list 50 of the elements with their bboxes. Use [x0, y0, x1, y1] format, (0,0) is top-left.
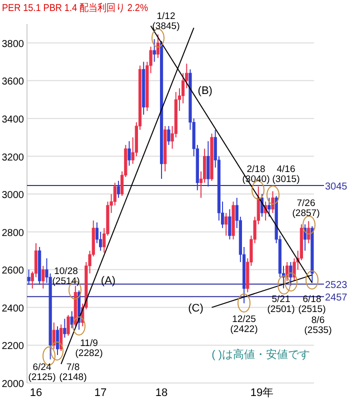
annotation: 4/16 (3015) — [272, 164, 300, 185]
candlestick — [156, 34, 160, 59]
series-label: (C) — [188, 302, 204, 314]
annotation: 7/8 (2148) — [59, 362, 87, 383]
y-tick-label: 2400 — [2, 303, 24, 314]
annotation: 1/12 (3845) — [152, 11, 180, 32]
candlestick — [42, 265, 45, 290]
candlestick — [70, 310, 74, 329]
candlestick — [289, 262, 292, 286]
chart-title: PER 15.1 PBR 1.4 配当利回り 2.2% — [2, 2, 164, 14]
annotation: 8/6 (2535) — [304, 315, 332, 336]
y-tick-label: 3400 — [2, 114, 24, 126]
y-tick-label: 3600 — [2, 76, 24, 88]
annotation: 6/24 (2125) — [28, 362, 56, 383]
x-tick-label: 16 — [30, 387, 42, 399]
y-tick-label: 3800 — [2, 38, 24, 50]
annotation: 6/18 (2515) — [298, 294, 326, 315]
x-tick-label: 18 — [155, 387, 168, 399]
candlestick — [60, 324, 63, 352]
y-tick-label: 3200 — [2, 152, 24, 164]
y-tick-label: 2000 — [2, 379, 24, 390]
y-tick-label: 2200 — [2, 341, 24, 352]
annotation: 11/9 (2282) — [75, 338, 103, 359]
y-tick-label: 2600 — [2, 266, 24, 277]
candlestick — [167, 126, 170, 146]
ref-line-label: 2523 — [325, 280, 348, 292]
candlestick — [271, 190, 274, 214]
candlestick — [128, 140, 131, 166]
candlestick — [228, 208, 232, 240]
annotation: 12/25 (2422) — [230, 314, 258, 335]
candlestick — [206, 140, 210, 187]
annotation: ( )は高値・安値です — [212, 348, 310, 361]
y-tick-label: 2800 — [2, 228, 24, 239]
annotation: 7/26 (2857) — [292, 198, 320, 219]
series-label: (B) — [198, 85, 212, 98]
candlestick — [152, 38, 156, 62]
candlestick — [224, 212, 228, 236]
candlestick — [268, 197, 271, 218]
x-tick-label: 19年 — [250, 387, 274, 399]
candlestick — [56, 326, 60, 356]
candlestick — [63, 318, 66, 338]
annotation: 5/21 (2501) — [267, 294, 295, 315]
x-tick-label: 17 — [94, 387, 107, 399]
ref-line-label: 3045 — [325, 182, 348, 193]
candlestick — [66, 314, 70, 336]
ref-line-label: 2457 — [325, 292, 348, 304]
candlestick — [307, 220, 310, 244]
candlestick — [116, 180, 120, 198]
y-tick-label: 3000 — [2, 190, 24, 202]
candlestick — [27, 269, 30, 286]
